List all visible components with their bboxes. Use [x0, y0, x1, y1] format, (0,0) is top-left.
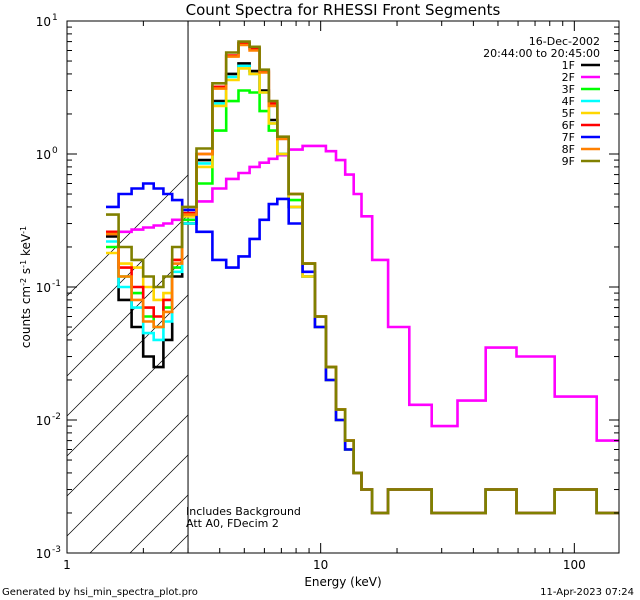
annotation-background: Includes Background	[186, 505, 301, 518]
legend-label: 7F	[562, 131, 575, 144]
y-label-exp-3: -1	[19, 226, 28, 234]
excluded-energy-hatch	[67, 0, 640, 553]
legend-label: 5F	[562, 107, 575, 120]
series-4F	[106, 64, 619, 515]
chart-title: Count Spectra for RHESSI Front Segments	[186, 1, 501, 19]
legend-label: 3F	[562, 83, 575, 96]
series-3F	[106, 89, 619, 515]
y-tick-label: 10	[36, 414, 51, 428]
hatch-line	[67, 294, 189, 417]
y-label-mid-1: s	[19, 268, 33, 278]
y-tick-label: 10	[36, 15, 51, 29]
legend-label: 9F	[562, 155, 575, 168]
y-axis-label: counts cm-2 s-1 keV-1	[19, 226, 33, 348]
y-label-exp-1: -2	[19, 278, 28, 286]
hatch-line	[67, 214, 189, 337]
legend-label: 8F	[562, 143, 575, 156]
series-layer	[106, 40, 619, 515]
y-label-exp-2: -1	[19, 260, 28, 268]
hatch-line	[530, 0, 640, 553]
series-2F	[106, 144, 619, 442]
y-tick-exponent: -3	[52, 545, 61, 555]
y-tick-exponent: -2	[52, 412, 61, 422]
observation-date: 16-Dec-2002	[529, 35, 600, 48]
legend-label: 2F	[562, 71, 575, 84]
footer-timestamp: 11-Apr-2023 07:24	[540, 587, 634, 598]
x-tick-label: 1	[63, 558, 71, 572]
y-label-main: counts cm	[19, 286, 33, 348]
hatch-line	[67, 334, 189, 457]
y-label-mid-2: keV	[19, 233, 33, 260]
legend-label: 4F	[562, 95, 575, 108]
legend-label: 6F	[562, 119, 575, 132]
hatch-line	[67, 174, 189, 297]
hatch-line	[410, 0, 640, 553]
y-tick-exponent: 0	[52, 146, 58, 156]
series-9F	[106, 40, 619, 515]
y-tick-exponent: 1	[52, 13, 58, 23]
hatch-line	[210, 0, 640, 553]
hatch-line	[450, 0, 640, 553]
x-tick-label: 10	[313, 558, 328, 572]
y-tick-exponent: -1	[52, 279, 61, 289]
hatch-line	[67, 414, 189, 537]
y-tick-label: 10	[36, 281, 51, 295]
y-tick-label: 10	[36, 148, 51, 162]
x-tick-label: 100	[563, 558, 586, 572]
series-6F	[106, 42, 619, 515]
footer-generated-by: Generated by hsi_min_spectra_plot.pro	[2, 587, 198, 598]
series-5F	[106, 67, 619, 515]
observation-time-range: 20:44:00 to 20:45:00	[483, 47, 600, 60]
hatch-line	[67, 374, 189, 497]
hatch-line	[290, 0, 640, 553]
series-8F	[106, 43, 619, 515]
hatch-line	[330, 0, 640, 553]
series-1F	[106, 62, 619, 515]
y-tick-label: 10	[36, 547, 51, 561]
legend-label: 1F	[562, 59, 575, 72]
annotation-attenuator: Att A0, FDecim 2	[186, 517, 279, 530]
hatch-line	[370, 0, 640, 553]
x-axis-label: Energy (keV)	[304, 575, 381, 589]
